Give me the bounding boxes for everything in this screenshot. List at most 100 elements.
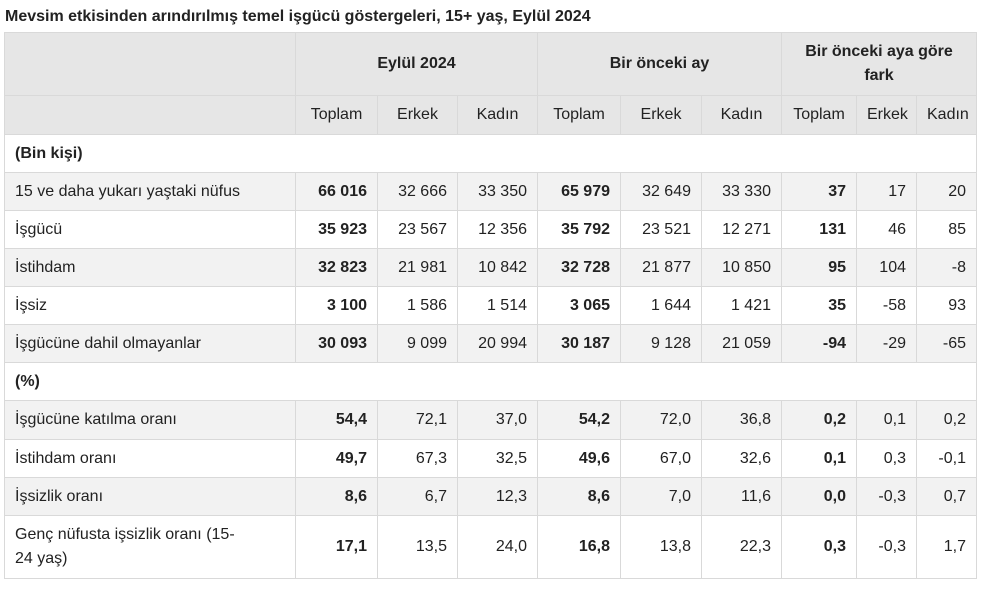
value-cell: 7,0 — [620, 477, 702, 516]
value-cell: 49,6 — [537, 439, 621, 478]
value-cell: 1,7 — [916, 515, 977, 579]
value-cell: 1 514 — [457, 286, 538, 325]
value-cell: 22,3 — [701, 515, 782, 579]
row-label: İstihdam oranı — [4, 439, 296, 478]
table-row: İşgücüne dahil olmayanlar 30 093 9 099 20 9… — [4, 324, 977, 363]
value-cell: 0,0 — [781, 477, 857, 516]
subheader-total: Toplam — [537, 95, 621, 135]
value-cell: 32,6 — [701, 439, 782, 478]
section-label: (Bin kişi) — [4, 134, 977, 173]
value-cell: 3 100 — [295, 286, 378, 325]
group-header-previous: Bir önceki ay — [537, 32, 782, 96]
value-cell: 0,2 — [916, 400, 977, 440]
table-row: 15 ve daha yukarı yaştaki nüfus 66 016 32 … — [4, 172, 977, 211]
table-row: İşgücü 35 923 23 567 12 356 35 792 23 521 12 2… — [4, 210, 977, 249]
value-cell: 93 — [916, 286, 977, 325]
value-cell: 32 666 — [377, 172, 458, 211]
value-cell: 72,1 — [377, 400, 458, 440]
value-cell: 85 — [916, 210, 977, 249]
value-cell: 23 521 — [620, 210, 702, 249]
value-cell: 72,0 — [620, 400, 702, 440]
value-cell: 49,7 — [295, 439, 378, 478]
value-cell: 36,8 — [701, 400, 782, 440]
value-cell: 0,2 — [781, 400, 857, 440]
value-cell: 37 — [781, 172, 857, 211]
group-header-difference: Bir önceki aya göre fark — [781, 32, 977, 96]
value-cell: 1 421 — [701, 286, 782, 325]
value-cell: 12 356 — [457, 210, 538, 249]
table-row: Genç nüfusta işsizlik oranı (15-24 yaş) 1… — [4, 515, 977, 579]
value-cell: 12,3 — [457, 477, 538, 516]
value-cell: 35 923 — [295, 210, 378, 249]
value-cell: 35 — [781, 286, 857, 325]
group-header-current: Eylül 2024 — [295, 32, 538, 96]
row-label: İstihdam — [4, 248, 296, 287]
value-cell: 67,0 — [620, 439, 702, 478]
value-cell: -8 — [916, 248, 977, 287]
value-cell: -0,3 — [856, 477, 917, 516]
value-cell: 17 — [856, 172, 917, 211]
value-cell: -29 — [856, 324, 917, 363]
subheader-male: Erkek — [856, 95, 917, 135]
value-cell: 21 877 — [620, 248, 702, 287]
value-cell: 13,5 — [377, 515, 458, 579]
subheader-total: Toplam — [781, 95, 857, 135]
value-cell: 65 979 — [537, 172, 621, 211]
table-row: İşgücüne katılma oranı 54,4 72,1 37,0 54,2 72… — [4, 400, 977, 440]
table-title: Mevsim etkisinden arındırılmış temel işg… — [5, 8, 591, 25]
row-label: Genç nüfusta işsizlik oranı (15-24 yaş) — [4, 515, 296, 579]
row-label: İşsiz — [4, 286, 296, 325]
row-label: İşgücü — [4, 210, 296, 249]
row-label: İşsizlik oranı — [4, 477, 296, 516]
labour-indicators-table: Eylül 2024 Bir önceki ay Bir önceki aya … — [4, 32, 977, 579]
value-cell: -65 — [916, 324, 977, 363]
subheader-male: Erkek — [620, 95, 702, 135]
subheader-female: Kadın — [701, 95, 782, 135]
value-cell: 0,3 — [856, 439, 917, 478]
table-row: İstihdam oranı 49,7 67,3 32,5 49,6 67,0 32,6 0,… — [4, 439, 977, 478]
value-cell: 17,1 — [295, 515, 378, 579]
value-cell: 32 649 — [620, 172, 702, 211]
value-cell: 131 — [781, 210, 857, 249]
value-cell: 0,1 — [781, 439, 857, 478]
value-cell: 33 330 — [701, 172, 782, 211]
value-cell: 30 187 — [537, 324, 621, 363]
value-cell: 0,3 — [781, 515, 857, 579]
section-row: (%) — [4, 362, 977, 401]
subheader-total: Toplam — [295, 95, 378, 135]
value-cell: 12 271 — [701, 210, 782, 249]
table-body: (Bin kişi) 15 ve daha yukarı yaştaki nüfu… — [4, 134, 977, 579]
value-cell: 13,8 — [620, 515, 702, 579]
value-cell: 54,4 — [295, 400, 378, 440]
value-cell: 11,6 — [701, 477, 782, 516]
subheader-female: Kadın — [457, 95, 538, 135]
value-cell: 32 728 — [537, 248, 621, 287]
table-row: İşsizlik oranı 8,6 6,7 12,3 8,6 7,0 11,6 0,0 -0,… — [4, 477, 977, 516]
section-label: (%) — [4, 362, 977, 401]
value-cell: 21 059 — [701, 324, 782, 363]
value-cell: -58 — [856, 286, 917, 325]
value-cell: 24,0 — [457, 515, 538, 579]
value-cell: 32,5 — [457, 439, 538, 478]
value-cell: 20 994 — [457, 324, 538, 363]
table-row: İşsiz 3 100 1 586 1 514 3 065 1 644 1 421 35 -58… — [4, 286, 977, 325]
value-cell: 20 — [916, 172, 977, 211]
value-cell: 37,0 — [457, 400, 538, 440]
value-cell: 54,2 — [537, 400, 621, 440]
table-row: İstihdam 32 823 21 981 10 842 32 728 21 877 10… — [4, 248, 977, 287]
row-label: İşgücüne katılma oranı — [4, 400, 296, 440]
value-cell: 30 093 — [295, 324, 378, 363]
header-corner-sub — [4, 95, 296, 135]
value-cell: 10 842 — [457, 248, 538, 287]
section-row: (Bin kişi) — [4, 134, 977, 173]
subheader-male: Erkek — [377, 95, 458, 135]
value-cell: -0,1 — [916, 439, 977, 478]
value-cell: 16,8 — [537, 515, 621, 579]
value-cell: 33 350 — [457, 172, 538, 211]
row-label: 15 ve daha yukarı yaştaki nüfus — [4, 172, 296, 211]
value-cell: 95 — [781, 248, 857, 287]
value-cell: 35 792 — [537, 210, 621, 249]
value-cell: 3 065 — [537, 286, 621, 325]
value-cell: 66 016 — [295, 172, 378, 211]
value-cell: 46 — [856, 210, 917, 249]
